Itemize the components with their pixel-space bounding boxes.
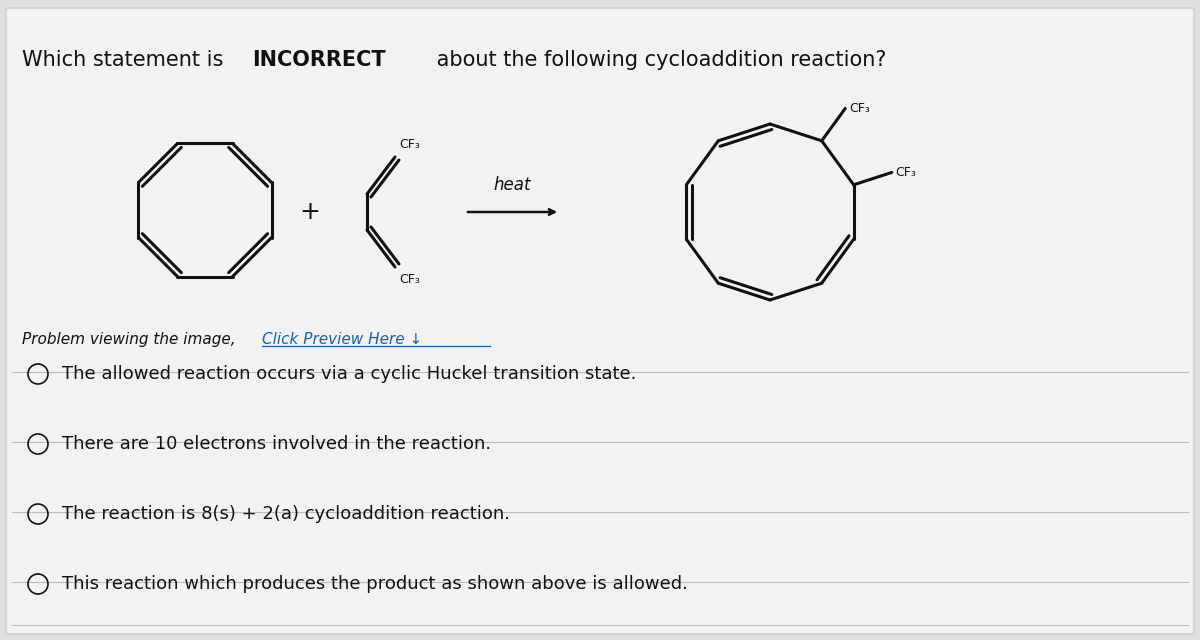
Text: heat: heat [493, 176, 530, 194]
Text: +: + [300, 200, 320, 224]
Text: The allowed reaction occurs via a cyclic Huckel transition state.: The allowed reaction occurs via a cyclic… [62, 365, 636, 383]
Text: CF₃: CF₃ [398, 273, 420, 286]
Text: Problem viewing the image,: Problem viewing the image, [22, 332, 240, 347]
Text: The reaction is 8(s) + 2(a) cycloaddition reaction.: The reaction is 8(s) + 2(a) cycloadditio… [62, 505, 510, 523]
Text: This reaction which produces the product as shown above is allowed.: This reaction which produces the product… [62, 575, 688, 593]
Text: CF₃: CF₃ [398, 138, 420, 151]
Text: Click Preview Here ↓: Click Preview Here ↓ [262, 332, 422, 347]
Text: CF₃: CF₃ [850, 102, 870, 115]
Text: There are 10 electrons involved in the reaction.: There are 10 electrons involved in the r… [62, 435, 491, 453]
Text: Which statement is: Which statement is [22, 50, 230, 70]
FancyBboxPatch shape [6, 8, 1194, 634]
Text: CF₃: CF₃ [895, 166, 917, 179]
Text: INCORRECT: INCORRECT [252, 50, 385, 70]
Text: about the following cycloaddition reaction?: about the following cycloaddition reacti… [430, 50, 887, 70]
